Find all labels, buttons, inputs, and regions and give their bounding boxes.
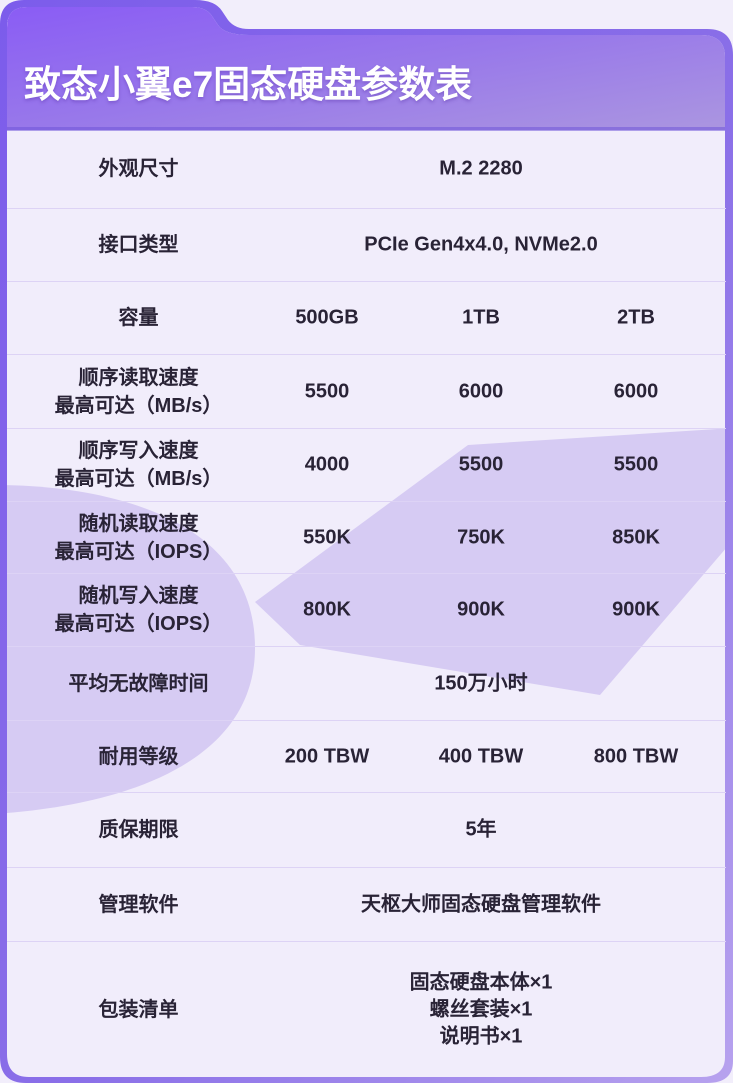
svg-text:致态小翼e7固态硬盘参数表: 致态小翼e7固态硬盘参数表 bbox=[24, 64, 472, 105]
